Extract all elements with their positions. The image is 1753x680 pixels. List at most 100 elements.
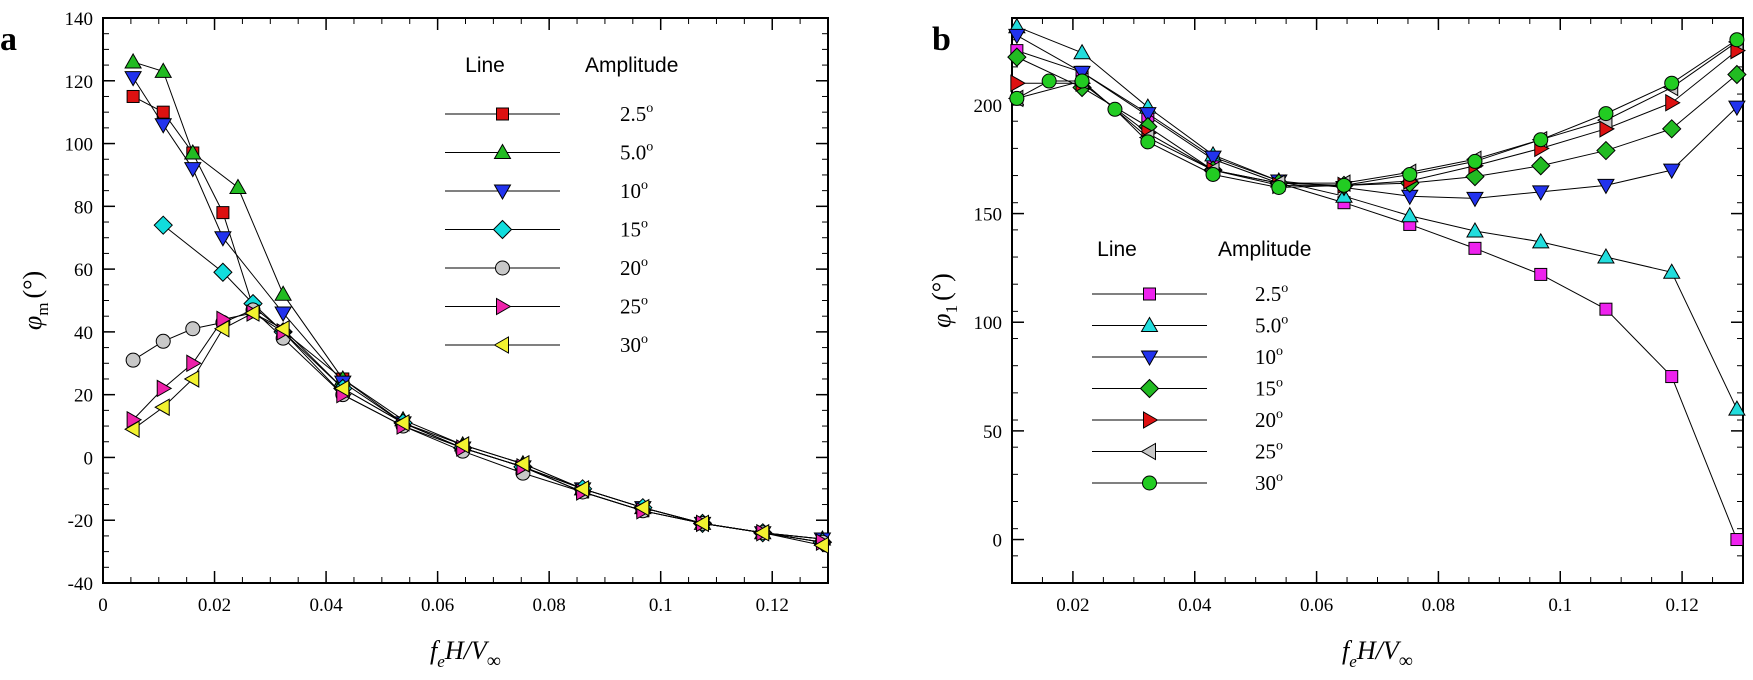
series-line — [1016, 26, 1738, 410]
y-tick-label: 140 — [65, 9, 94, 30]
data-point — [1596, 140, 1616, 161]
data-point — [244, 304, 260, 322]
data-point — [1534, 267, 1548, 281]
legend-b: Line Amplitude 2.5o 5.0o 10o 15o 20o 25o 30o — [1092, 238, 1311, 495]
x-tick-label: 0.04 — [309, 595, 343, 616]
data-point — [633, 498, 650, 517]
data-point — [333, 379, 350, 398]
data-point — [1662, 163, 1681, 180]
data-point — [274, 306, 292, 323]
data-point — [274, 319, 290, 338]
data-point — [1140, 134, 1156, 150]
data-point — [154, 118, 173, 134]
x-tick-label: 0.1 — [1548, 595, 1572, 616]
data-point — [183, 143, 202, 160]
y-tick-label: 200 — [974, 96, 1003, 117]
data-point — [813, 536, 829, 555]
series-b-4 — [1010, 41, 1746, 195]
series-b-1 — [1008, 17, 1746, 416]
data-point — [1400, 206, 1419, 223]
y-tick-label: 60 — [74, 260, 93, 281]
legend-marker — [1140, 350, 1159, 367]
data-point — [453, 436, 470, 454]
data-point — [1665, 93, 1681, 112]
legend-header-amplitude: Amplitude — [585, 54, 678, 77]
data-point — [274, 285, 292, 301]
y-tick-label: 120 — [65, 72, 94, 93]
series-a-1 — [124, 52, 832, 546]
x-tick-label: 0.06 — [1300, 595, 1333, 616]
data-point — [1728, 400, 1746, 416]
legend-label: 10o — [620, 178, 648, 203]
x-tick-label: 0 — [98, 595, 108, 616]
y-tick-label: -40 — [68, 574, 93, 595]
series-a-3 — [153, 215, 833, 552]
data-point — [213, 319, 230, 338]
data-point — [155, 333, 171, 349]
legend-marker — [493, 184, 512, 201]
legend-a: Line Amplitude 2.5o 5.0o 10o 15o 20o 25o 30o — [445, 54, 678, 357]
x-tick-label: 0.12 — [1665, 595, 1698, 616]
data-point — [1533, 132, 1549, 148]
data-point — [1727, 64, 1747, 85]
legend-marker — [1143, 287, 1156, 301]
data-point — [1665, 370, 1679, 384]
series-a-5 — [126, 304, 832, 552]
x-axis-label: feH/V∞ — [430, 636, 501, 672]
x-tick-label: 0.12 — [756, 595, 789, 616]
data-point — [185, 321, 201, 337]
chart-panel-b: 0.02 0.04 0.06 0.08 0.1 0.12 0 50 100 150 200 feH/V… — [927, 17, 1747, 672]
series-line — [132, 61, 823, 540]
series-a-6 — [124, 304, 829, 555]
legend-marker — [493, 143, 512, 159]
data-point — [1402, 166, 1418, 182]
legend-label: 20o — [620, 255, 648, 280]
data-point — [1466, 221, 1484, 238]
data-point — [213, 262, 233, 282]
x-tick-label: 0.02 — [1056, 595, 1089, 616]
y-tick-label: 150 — [974, 205, 1003, 226]
x-axis-label: feH/V∞ — [1342, 636, 1413, 672]
data-point — [154, 398, 170, 417]
data-point — [1729, 32, 1745, 48]
legend-label: 30o — [1255, 470, 1283, 495]
data-point — [394, 414, 410, 432]
data-point — [753, 523, 770, 542]
y-tick-label: 50 — [983, 422, 1002, 443]
y-tick-label: -20 — [68, 511, 93, 532]
legend-label: 15o — [620, 217, 648, 242]
series-b-3 — [1007, 47, 1747, 196]
data-point — [124, 52, 142, 69]
data-point — [1073, 65, 1091, 82]
data-point — [1271, 180, 1287, 195]
data-point — [1204, 150, 1222, 167]
data-point — [183, 162, 202, 178]
data-point — [1599, 302, 1613, 316]
data-point — [513, 454, 530, 473]
plot-frame — [1011, 17, 1744, 584]
data-point — [1730, 533, 1744, 547]
data-point — [1336, 177, 1352, 193]
data-point — [1597, 178, 1615, 195]
legend-label: 30o — [620, 332, 648, 357]
data-point — [1041, 73, 1057, 89]
data-point — [1662, 119, 1682, 139]
series-line — [1016, 50, 1738, 540]
legend-marker — [1143, 411, 1159, 429]
series-line — [1016, 50, 1738, 186]
legend-label: 15o — [1255, 376, 1283, 401]
legend-header-line: Line — [1097, 238, 1137, 261]
x-tick-label: 0.08 — [533, 595, 566, 616]
data-point — [693, 514, 710, 533]
legend-marker — [496, 297, 512, 316]
data-point — [124, 420, 140, 439]
legend-label: 10o — [1255, 344, 1283, 369]
data-point — [1074, 73, 1090, 89]
data-point — [186, 354, 202, 373]
data-point — [1009, 90, 1025, 106]
x-tick-label: 0.06 — [421, 595, 454, 616]
data-point — [214, 231, 232, 247]
y-tick-label: 100 — [65, 135, 94, 156]
y-axis-label: φm(°) — [18, 271, 52, 330]
chart-panel-a: 0 0.02 0.04 0.06 0.08 0.1 0.12 -40 -20 0 20 40 60 80 1… — [18, 9, 833, 672]
